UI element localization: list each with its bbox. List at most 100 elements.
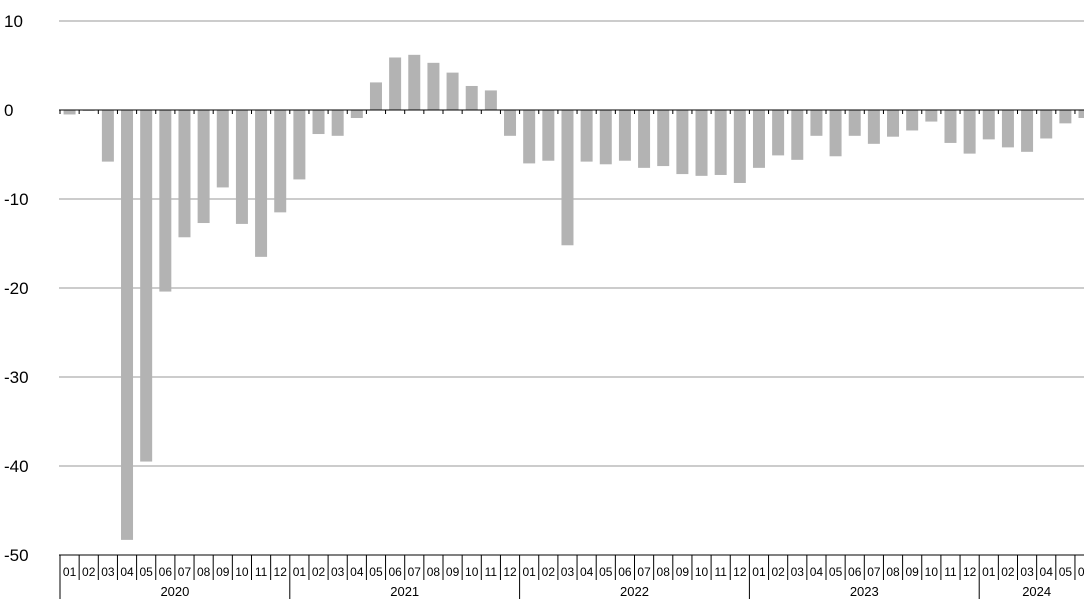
bar: [369, 82, 382, 110]
bar: [484, 90, 497, 110]
month-tick-label: 11: [485, 565, 498, 579]
month-tick-label: 10: [235, 565, 249, 579]
month-tick-label: 09: [446, 565, 460, 579]
bar: [465, 85, 478, 110]
year-tick-label: 2020: [160, 584, 189, 599]
bar: [829, 110, 842, 157]
year-tick-label: 2024: [1022, 584, 1051, 599]
month-tick-label: 12: [503, 565, 517, 579]
x-axis: 01 02 03 04 05 06 07 08 09 10 11 12 01 02 03 04 05 06 07 08…: [59, 109, 1084, 599]
month-tick-label: 08: [657, 565, 671, 579]
month-tick-label: 04: [1040, 565, 1054, 579]
bar: [1040, 110, 1053, 139]
month-tick-label: 09: [905, 565, 919, 579]
month-tick-label: 01: [63, 565, 77, 579]
y-tick-label: -50: [4, 546, 29, 565]
year-tick-label: 2021: [390, 584, 419, 599]
month-tick-label: 02: [312, 565, 326, 579]
month-tick-label: 08: [886, 565, 900, 579]
month-tick-label: 06: [159, 565, 173, 579]
month-tick-label: 05: [139, 565, 153, 579]
month-tick-label: 09: [216, 565, 230, 579]
bar: [925, 110, 938, 122]
y-tick-label: 0: [4, 101, 13, 120]
month-tick-label: 05: [1059, 565, 1073, 579]
month-tick-label: 12: [274, 565, 288, 579]
year-tick-label: 2022: [620, 584, 649, 599]
bar: [810, 110, 823, 136]
month-tick-label: 12: [733, 565, 747, 579]
month-tick-label: 04: [810, 565, 824, 579]
bar: [159, 110, 172, 292]
bar: [772, 110, 785, 156]
month-tick-label: 06: [1078, 565, 1084, 579]
bar: [887, 110, 900, 137]
month-tick-label: 11: [944, 565, 957, 579]
month-tick-label: 03: [1020, 565, 1034, 579]
year-tick-label: 2023: [850, 584, 879, 599]
bar: [389, 57, 402, 110]
bar: [963, 110, 976, 154]
month-tick-label: 08: [197, 565, 211, 579]
bar: [446, 72, 459, 110]
bar: [944, 110, 957, 143]
bar: [676, 110, 689, 175]
month-tick-label: 06: [388, 565, 402, 579]
month-tick-label: 04: [350, 565, 364, 579]
month-tick-label: 08: [427, 565, 441, 579]
bar: [293, 110, 306, 180]
month-tick-label: 02: [771, 565, 785, 579]
bar: [1059, 110, 1072, 124]
month-tick-label: 03: [791, 565, 805, 579]
bar: [848, 110, 861, 136]
bar: [178, 110, 191, 238]
bar: [791, 110, 804, 160]
bar: [657, 110, 670, 167]
month-tick-label: 02: [82, 565, 96, 579]
month-tick-label: 06: [618, 565, 632, 579]
month-tick-label: 04: [580, 565, 594, 579]
bar: [1001, 110, 1014, 148]
bar: [427, 62, 440, 110]
bar: [216, 110, 229, 188]
month-tick-label: 03: [331, 565, 345, 579]
bars: [63, 54, 1084, 540]
bar: [695, 110, 708, 176]
y-tick-label: -40: [4, 457, 29, 476]
month-tick-label: 01: [982, 565, 996, 579]
month-tick-label: 01: [752, 565, 766, 579]
bar: [140, 110, 153, 462]
month-tick-label: 05: [829, 565, 843, 579]
bar: [255, 110, 268, 257]
month-tick-label: 07: [408, 565, 422, 579]
month-tick-label: 02: [542, 565, 556, 579]
bar: [101, 110, 114, 162]
month-tick-label: 10: [925, 565, 939, 579]
month-tick-label: 04: [120, 565, 134, 579]
month-tick-label: 06: [848, 565, 862, 579]
month-tick-label: 10: [465, 565, 479, 579]
bar: [867, 110, 880, 144]
month-tick-label: 07: [867, 565, 881, 579]
bar: [906, 110, 919, 131]
bar: [752, 110, 765, 168]
bar: [714, 110, 727, 175]
month-tick-label: 03: [561, 565, 575, 579]
month-tick-label: 05: [369, 565, 383, 579]
bar: [599, 110, 612, 165]
bar: [63, 110, 76, 115]
bar: [618, 110, 631, 161]
y-axis-tick-labels: 10 0 -10 -20 -30 -40 -50: [4, 12, 29, 565]
bar: [733, 110, 746, 183]
month-tick-label: 11: [714, 565, 727, 579]
month-tick-label: 03: [101, 565, 115, 579]
y-tick-label: -30: [4, 368, 29, 387]
bar: [274, 110, 287, 213]
bar: [350, 110, 363, 119]
bar: [235, 110, 248, 224]
bar: [121, 110, 134, 540]
bar: [408, 54, 421, 110]
month-tick-label: 05: [599, 565, 613, 579]
